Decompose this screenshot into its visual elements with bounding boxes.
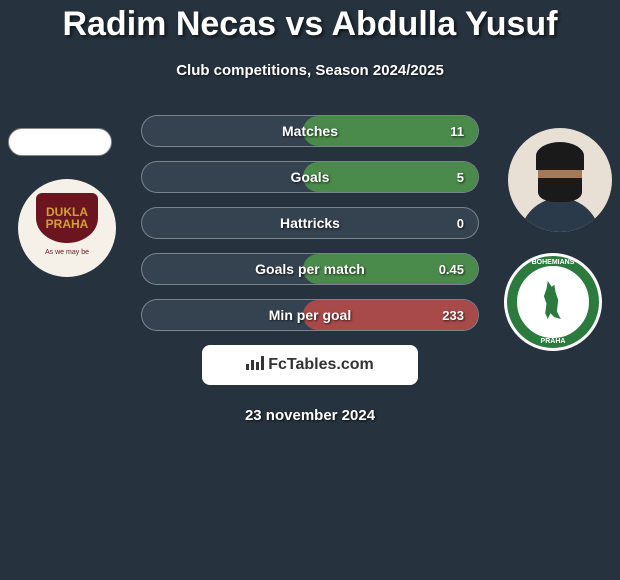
stats-list: Matches 11 Goals 5 Hattricks 0 Goals per… — [141, 115, 479, 331]
club-left-block: DUKLA PRAHA As we may be — [18, 179, 116, 277]
player-left-block — [8, 128, 112, 156]
infographic-container: Radim Necas vs Abdulla Yusuf Club compet… — [0, 0, 620, 424]
player-right-block — [508, 128, 612, 232]
player-right-avatar — [508, 128, 612, 232]
page-title: Radim Necas vs Abdulla Yusuf — [0, 5, 620, 44]
stat-label: Hattricks — [280, 215, 340, 231]
stat-label: Matches — [282, 123, 338, 139]
dukla-text-2: PRAHA — [46, 218, 89, 230]
date-label: 23 november 2024 — [0, 407, 620, 424]
player-left-avatar — [8, 128, 112, 156]
dukla-shield-icon: DUKLA PRAHA — [36, 193, 98, 243]
dukla-motto: As we may be — [45, 249, 89, 256]
bohemians-top-text: BOHEMIANS — [504, 259, 602, 266]
stat-row-matches: Matches 11 — [141, 115, 479, 147]
stat-row-mpg: Min per goal 233 — [141, 299, 479, 331]
dukla-text-1: DUKLA — [46, 206, 88, 218]
stat-row-goals: Goals 5 — [141, 161, 479, 193]
club-left-logo: DUKLA PRAHA As we may be — [18, 179, 116, 277]
brand-box: FcTables.com — [202, 345, 418, 385]
stat-row-hattricks: Hattricks 0 — [141, 207, 479, 239]
bohemians-bottom-text: PRAHA — [504, 338, 602, 345]
stat-value-right: 233 — [442, 308, 464, 323]
stat-value-right: 5 — [457, 170, 464, 185]
stat-value-right: 11 — [450, 124, 464, 139]
avatar-person-icon — [508, 128, 612, 232]
stat-row-gpm: Goals per match 0.45 — [141, 253, 479, 285]
subtitle: Club competitions, Season 2024/2025 — [0, 62, 620, 79]
club-right-block: BOHEMIANS PRAHA — [504, 253, 602, 351]
stat-label: Goals per match — [255, 261, 365, 277]
stat-label: Min per goal — [269, 307, 351, 323]
stat-value-right: 0.45 — [439, 262, 464, 277]
stat-value-right: 0 — [457, 216, 464, 231]
content-area: DUKLA PRAHA As we may be BOHEMIANS — [0, 115, 620, 424]
stat-label: Goals — [291, 169, 330, 185]
brand-text: FcTables.com — [268, 356, 374, 374]
brand-chart-icon — [246, 356, 264, 374]
club-right-logo: BOHEMIANS PRAHA — [504, 253, 602, 351]
